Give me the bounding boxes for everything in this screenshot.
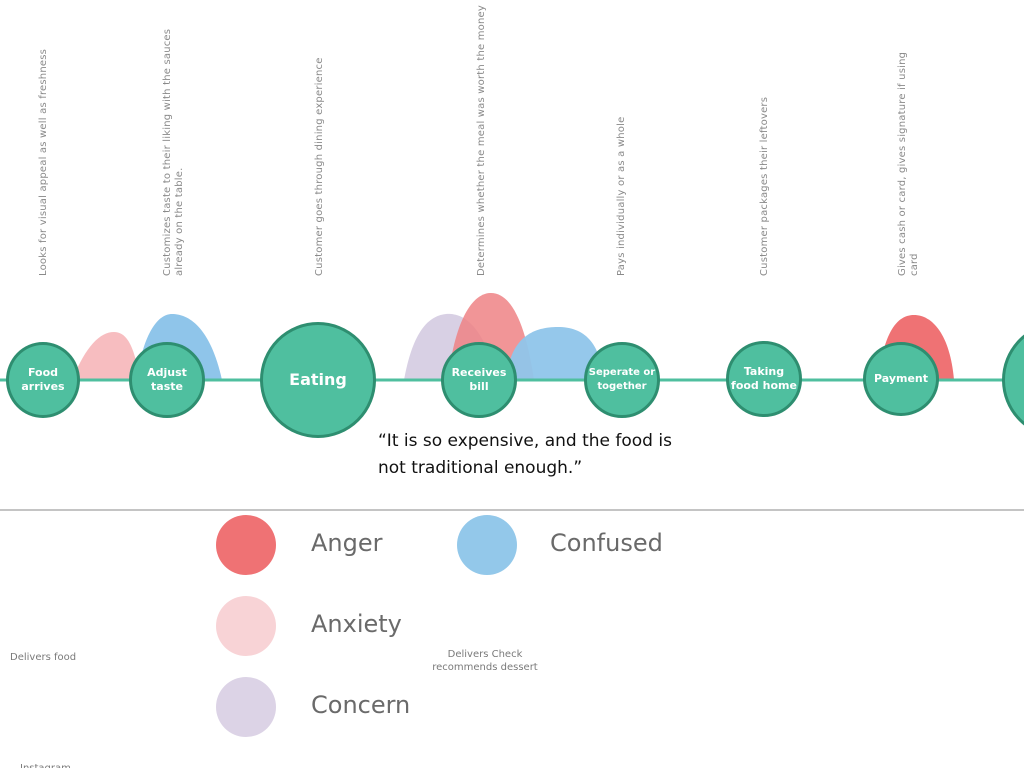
delivers-check-line-1: Delivers Check [447,649,523,660]
concern-legend-swatch [216,677,276,737]
anxiety-legend-label: Anxiety [311,610,402,638]
node-label-line: Food [27,366,59,379]
node-label-line: Receives [451,366,507,379]
delivers-check-note: Delivers Check recommends dessert [428,648,542,674]
step-payment[interactable]: Payment [863,342,939,416]
anxiety-legend-swatch [216,596,276,656]
node-label-line: Seperate or [588,367,656,378]
node-label-line: arrives [21,380,65,393]
anger-legend-label: Anger [311,529,383,557]
anxiety-curve [72,332,140,380]
customer-quote: “It is so expensive, and the food is not… [378,428,708,482]
confused-legend-swatch [457,515,517,575]
delivers-food-note: Delivers food [10,652,77,663]
confused-legend-label: Confused [550,529,663,557]
step-food-arrives[interactable]: Food arrives [6,342,80,418]
quote-line-2: not traditional enough.” [378,458,583,478]
node-label-line: Payment [873,372,929,385]
section-divider [0,509,1024,511]
step-adjust-taste[interactable]: Adjust taste [129,342,205,418]
node-label-line: food home [731,379,797,392]
quote-line-1: “It is so expensive, and the food is [378,431,672,451]
node-label-line: Taking [743,365,785,378]
concern-legend-label: Concern [311,691,411,719]
step-receives-bill[interactable]: Receives bill [441,342,517,418]
node-label-line: Adjust [147,366,187,379]
step-taking-food-home[interactable]: Taking food home [726,341,802,417]
node-label-line: together [597,381,647,392]
partial-bottom-note: Instagram [20,762,71,768]
node-label-line: bill [469,380,489,393]
anger-legend-swatch [216,515,276,575]
node-label-line: taste [151,380,183,393]
step-seperate-or-together[interactable]: Seperate or together [584,342,660,418]
node-label-line: Eating [289,370,347,389]
step-eating[interactable]: Eating [260,322,376,438]
confused-curve-bill [506,327,604,380]
delivers-check-line-2: recommends dessert [432,662,538,673]
